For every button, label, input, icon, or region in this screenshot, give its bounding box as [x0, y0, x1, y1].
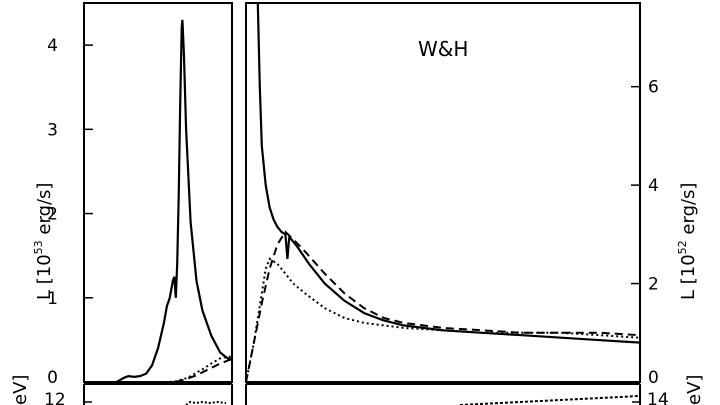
left-ylabel-prefix: L [10 [34, 254, 55, 300]
right-ylabel-exponent: 52 [676, 240, 689, 254]
right-ytick-label-0: 0 [648, 368, 659, 388]
ticks-layer: 0 1 2 3 4 0 2 4 6 [47, 36, 659, 388]
right-series-dashed-line [245, 230, 641, 383]
right-ytick-label-6: 6 [648, 78, 659, 98]
left-ylabel-suffix: erg/s] [34, 183, 55, 241]
left-series-dotted-line [169, 355, 232, 383]
right-panel-frame [245, 2, 641, 383]
left-series-dashed-line [175, 358, 233, 383]
right-series-dotted-line [245, 257, 641, 383]
left-ytick-label-0: 0 [47, 368, 58, 388]
left-ytick-label-3: 3 [47, 120, 58, 140]
right-bottom-curve-fragment [459, 395, 639, 405]
left-series-solid-line [116, 19, 233, 383]
series-layer [116, 2, 641, 383]
right-ylabel-prefix: L [10 [678, 254, 699, 300]
right-ylabel: L [1052 erg/s] [676, 183, 699, 300]
left-bottom-curve-fragment [185, 400, 227, 405]
right-ylabel-suffix: erg/s] [678, 183, 699, 241]
right-bottom-ylabel-fragment: eV] [684, 375, 705, 405]
left-bottom-tick-12: 12 [44, 390, 66, 405]
left-ytick-label-4: 4 [47, 36, 58, 56]
left-bottom-ylabel-fragment: eV] [10, 375, 31, 405]
right-panel-title: W&H [418, 37, 468, 61]
left-panel-frame [83, 2, 233, 383]
right-series-solid-line [256, 2, 641, 344]
left-ytick-label-2: 2 [47, 205, 58, 225]
right-ytick-label-4: 4 [648, 176, 659, 196]
right-ytick-label-2: 2 [648, 275, 659, 295]
left-ylabel-exponent: 53 [32, 240, 45, 254]
left-ytick-label-1: 1 [47, 289, 58, 309]
right-bottom-tick-14: 14 [647, 390, 669, 405]
left-ylabel: L [1053 erg/s] [32, 183, 55, 300]
